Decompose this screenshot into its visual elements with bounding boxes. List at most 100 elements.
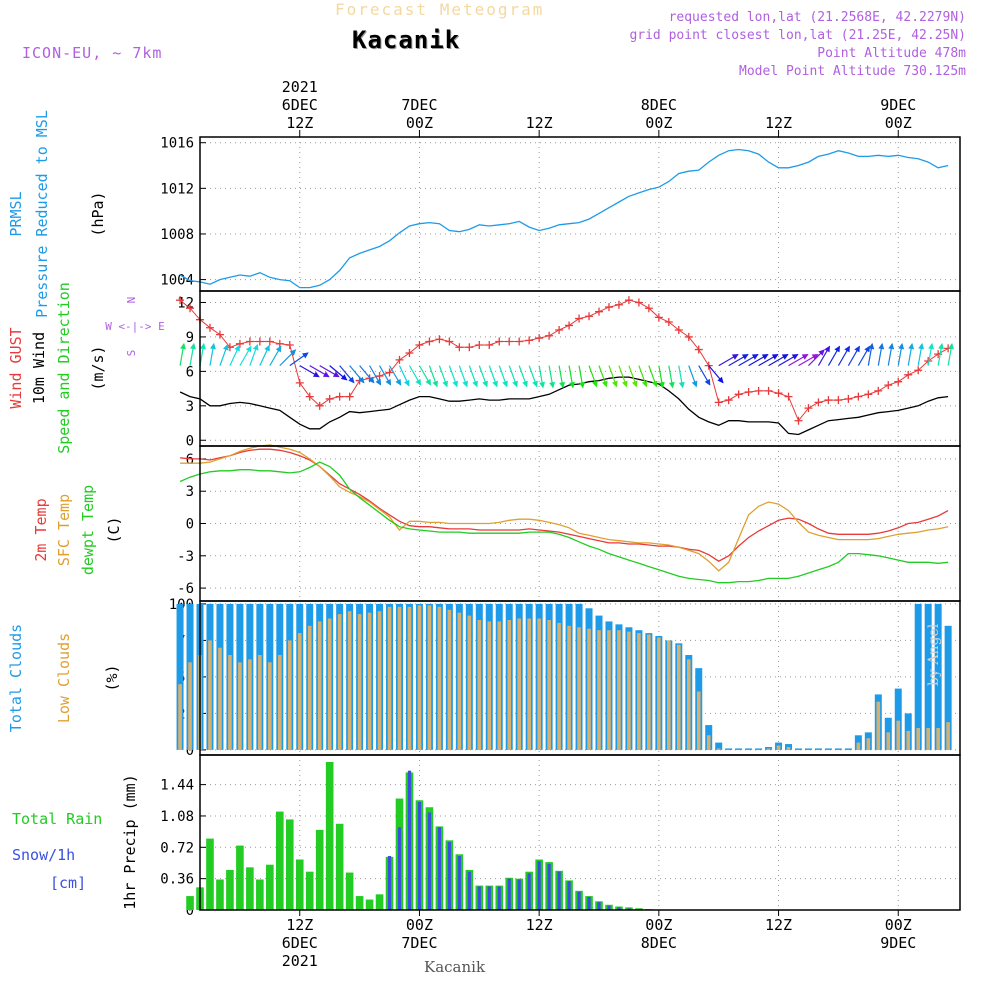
- rain-bar: [246, 867, 254, 910]
- wind-arrow-head: [864, 345, 870, 353]
- low-cloud-bar: [457, 612, 462, 750]
- gust-point: [415, 340, 424, 349]
- gust-point: [624, 296, 633, 305]
- rain-bar: [276, 811, 284, 910]
- snow-bar: [447, 842, 451, 910]
- low-cloud-bar: [896, 720, 901, 750]
- wind-arrow-head: [668, 381, 675, 389]
- wind-arrow-head: [834, 345, 840, 353]
- snow-label: Snow/1h: [12, 846, 75, 864]
- wind-arrow: [847, 345, 860, 366]
- wind-arrow-head: [761, 354, 769, 360]
- snow-bar: [457, 856, 461, 910]
- wind-arrow: [648, 365, 658, 388]
- gust-point: [385, 368, 394, 377]
- gust-point: [674, 326, 683, 335]
- low-cloud-bar: [597, 630, 601, 750]
- gust-point: [734, 390, 743, 399]
- wind-arrow: [748, 354, 769, 367]
- wind-arrow-head: [948, 342, 955, 350]
- wind-arrow: [947, 342, 955, 366]
- gust-point: [505, 337, 514, 346]
- low-cloud-bar: [287, 640, 292, 750]
- gust-point: [245, 337, 254, 346]
- time-label-bottom: 00Z: [406, 916, 433, 934]
- wind-arrow-head: [878, 342, 885, 350]
- total-cloud-bar: [814, 748, 822, 750]
- wind-arrow-head: [252, 343, 259, 351]
- gust-point: [265, 337, 274, 346]
- wind-arrow: [668, 365, 675, 389]
- wind-arrow-head: [234, 344, 240, 352]
- y-tick-label: 0.72: [160, 840, 194, 856]
- wind-arrow: [259, 344, 270, 366]
- wind-arrow: [329, 365, 348, 381]
- wind-arrow-head: [442, 380, 449, 388]
- time-label-top: 9DEC: [880, 96, 916, 114]
- wind-arrow: [768, 354, 789, 367]
- time-label-bottom: 2021: [282, 952, 318, 970]
- low-cloud-bar: [327, 618, 332, 750]
- gust-point: [694, 345, 703, 354]
- low-cloud-bar: [377, 611, 382, 750]
- wind-label: 10m Wind: [30, 332, 48, 404]
- wind-arrow-head: [512, 380, 518, 388]
- low-cloud-bar: [856, 742, 861, 750]
- wind-arrow-head: [678, 381, 685, 389]
- rain-bar: [335, 823, 344, 910]
- wind-arrow-head: [200, 342, 206, 350]
- time-label-top: 7DEC: [401, 96, 437, 114]
- y-tick-label: 1008: [160, 227, 194, 243]
- dewpoint-line: [179, 461, 949, 584]
- wind-arrow-head: [918, 342, 925, 350]
- gust-point: [744, 388, 753, 397]
- wind-arrow-head: [691, 380, 698, 388]
- wind-arrow: [658, 365, 665, 389]
- time-label-bottom: 00Z: [645, 916, 672, 934]
- low-cloud-bar: [677, 644, 681, 750]
- snow-bar: [437, 827, 441, 910]
- y-tick-label: -6: [177, 581, 194, 597]
- snow-bar: [617, 907, 621, 910]
- y-tick-label: 3: [186, 399, 194, 415]
- gust-line: [179, 299, 949, 422]
- low-cloud-bar: [188, 662, 192, 750]
- pressure-label-short: PRMSL: [7, 191, 25, 236]
- low-cloud-bar: [627, 631, 631, 750]
- y-tick-label: 0: [186, 433, 194, 449]
- wind-arrow-head: [751, 354, 759, 360]
- rain-bar: [325, 761, 334, 910]
- low-cloud-bar: [716, 748, 721, 750]
- gust-point: [684, 332, 693, 341]
- rain-bar: [285, 819, 294, 910]
- time-label-bottom: 8DEC: [641, 934, 677, 952]
- y-tick-label: 0.36: [160, 872, 194, 888]
- requested-coords: requested lon,lat (21.2568E, 42.2279N): [668, 10, 966, 25]
- gust-point: [535, 334, 544, 343]
- y-tick-label: 6: [186, 452, 194, 468]
- rain-bar: [206, 838, 214, 910]
- low-cloud-bar: [517, 618, 521, 750]
- y-tick-label: 1.44: [160, 778, 194, 794]
- low-cloud-bar: [876, 701, 881, 750]
- wind-arrow: [199, 342, 206, 366]
- wind-arrow: [588, 365, 598, 388]
- wind-arrow: [688, 365, 698, 388]
- wind-unit: (m/s): [89, 345, 107, 390]
- low-cloud-bar: [886, 732, 891, 750]
- wind-arrow: [927, 342, 935, 366]
- wind-arrow-head: [301, 352, 309, 359]
- wind-arrow: [518, 365, 528, 388]
- low-cloud-bar: [667, 640, 671, 750]
- sfc-temp-label: SFC Temp: [55, 494, 73, 566]
- wind-arrow-head: [928, 342, 935, 350]
- y-tick-label: 0: [186, 903, 194, 919]
- low-cloud-bar: [437, 606, 442, 750]
- gust-point: [664, 318, 673, 326]
- y-tick-label: 1012: [160, 181, 194, 197]
- gust-point: [515, 337, 524, 346]
- wind-arrow: [249, 343, 259, 366]
- panel-pressure: 1004 1008 1012 1016: [160, 136, 960, 291]
- wind-arrow-head: [312, 371, 320, 378]
